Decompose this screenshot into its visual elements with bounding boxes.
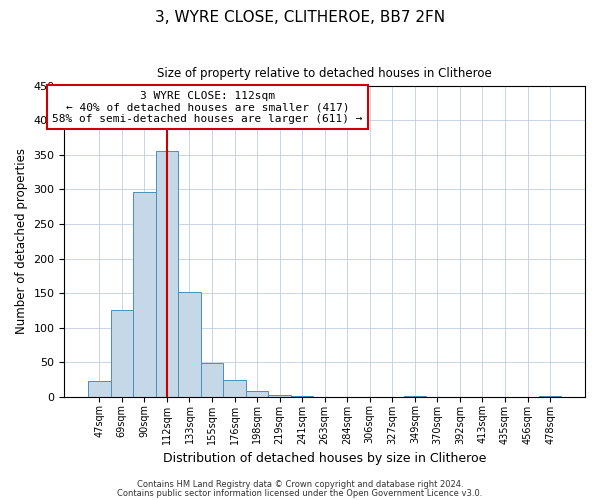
- Y-axis label: Number of detached properties: Number of detached properties: [15, 148, 28, 334]
- Bar: [268, 394, 291, 396]
- Bar: [178, 292, 201, 397]
- Title: Size of property relative to detached houses in Clitheroe: Size of property relative to detached ho…: [157, 68, 492, 80]
- Bar: [133, 192, 155, 396]
- Bar: [246, 391, 268, 396]
- Bar: [110, 310, 133, 396]
- Text: 3 WYRE CLOSE: 112sqm
← 40% of detached houses are smaller (417)
58% of semi-deta: 3 WYRE CLOSE: 112sqm ← 40% of detached h…: [52, 90, 363, 124]
- Text: 3, WYRE CLOSE, CLITHEROE, BB7 2FN: 3, WYRE CLOSE, CLITHEROE, BB7 2FN: [155, 10, 445, 25]
- Bar: [201, 364, 223, 396]
- Bar: [88, 382, 110, 396]
- Bar: [223, 380, 246, 396]
- Text: Contains public sector information licensed under the Open Government Licence v3: Contains public sector information licen…: [118, 488, 482, 498]
- X-axis label: Distribution of detached houses by size in Clitheroe: Distribution of detached houses by size …: [163, 452, 487, 465]
- Text: Contains HM Land Registry data © Crown copyright and database right 2024.: Contains HM Land Registry data © Crown c…: [137, 480, 463, 489]
- Bar: [155, 152, 178, 396]
